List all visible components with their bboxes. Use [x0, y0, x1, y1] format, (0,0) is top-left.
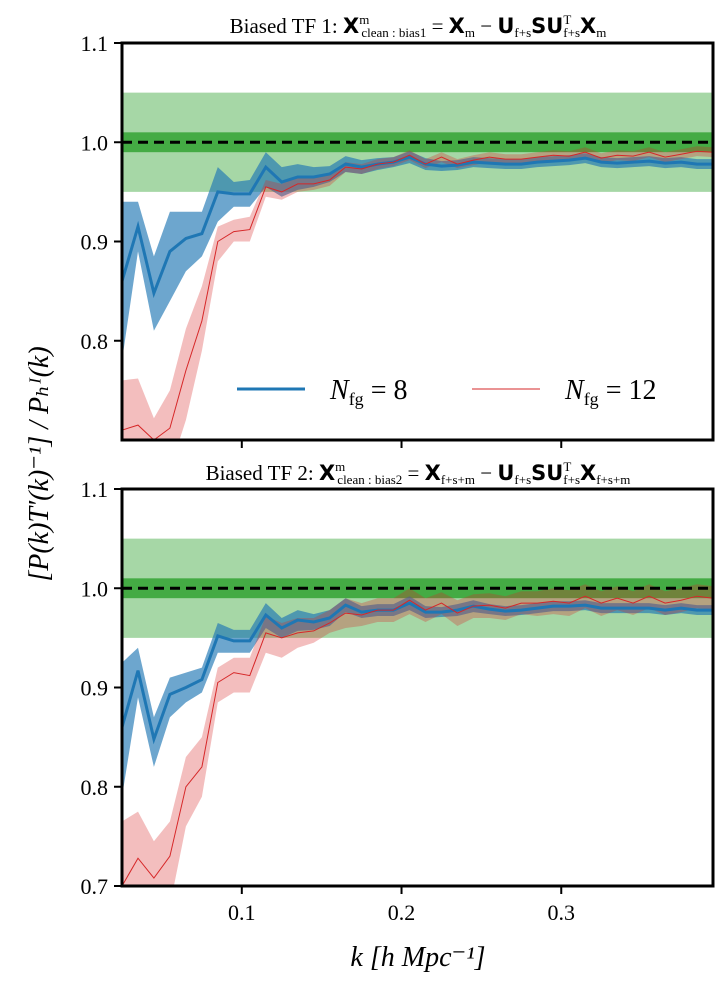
- panel-top: Biased TF 1: Xm clean : bias1 = Xm − Uf+s…: [81, 12, 715, 448]
- error-band-series-1: [122, 146, 713, 440]
- y-tick-label: 0.9: [81, 676, 109, 701]
- legend-label-nfg12: Nfg = 12: [564, 375, 656, 409]
- y-tick-label: 0.7: [81, 874, 109, 899]
- y-tick-label: 1.0: [81, 130, 109, 155]
- x-tick-label: 0.1: [228, 900, 256, 925]
- series-line-0: [122, 155, 713, 299]
- x-tick-label: 0.3: [548, 900, 576, 925]
- panel-bottom: Biased TF 2: Xm clean : bias2 = Xf+s+m − …: [81, 459, 715, 925]
- legend-label-nfg8: Nfg = 8: [329, 375, 407, 409]
- y-tick-label: 1.1: [81, 31, 109, 56]
- y-tick-label: 0.8: [81, 775, 109, 800]
- x-tick-label: 0.2: [388, 900, 416, 925]
- series-line-0: [122, 601, 713, 745]
- panel-top-title: Biased TF 1: Xm clean : bias1 = Xm − Uf+s…: [230, 12, 607, 40]
- y-tick-label: 0.8: [81, 329, 109, 354]
- error-band-series-1: [122, 584, 713, 886]
- legend: Nfg = 8 Nfg = 12: [237, 375, 656, 409]
- y-tick-label: 1.0: [81, 576, 109, 601]
- y-tick-label: 1.1: [81, 477, 109, 502]
- series-line-1: [122, 595, 713, 886]
- panel-bottom-title: Biased TF 2: Xm clean : bias2 = Xf+s+m − …: [206, 459, 631, 487]
- series-line-1: [122, 150, 713, 440]
- x-axis-label: k [h Mpc⁻¹]: [350, 942, 485, 973]
- y-tick-label: 0.9: [81, 230, 109, 255]
- y-axis-label: [P(k)T′(k)⁻¹] / Pₕᴵ(k): [24, 346, 55, 581]
